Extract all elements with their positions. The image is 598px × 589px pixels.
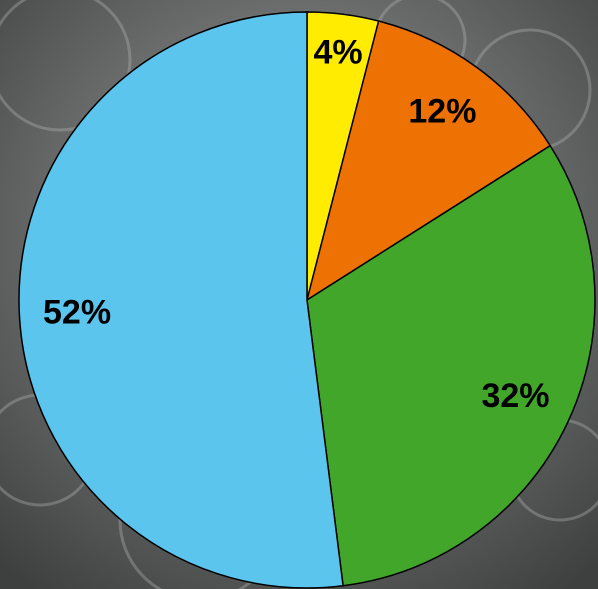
slice-label: 4% (313, 33, 362, 71)
slice-label: 32% (481, 377, 549, 415)
pie-slice (306, 144, 596, 587)
slice-label: 52% (43, 293, 111, 331)
pie-slice (305, 20, 552, 302)
pie-slice (18, 11, 344, 589)
pie: 4% 12% 32% 52% (18, 11, 596, 589)
slice-label: 12% (408, 93, 476, 131)
